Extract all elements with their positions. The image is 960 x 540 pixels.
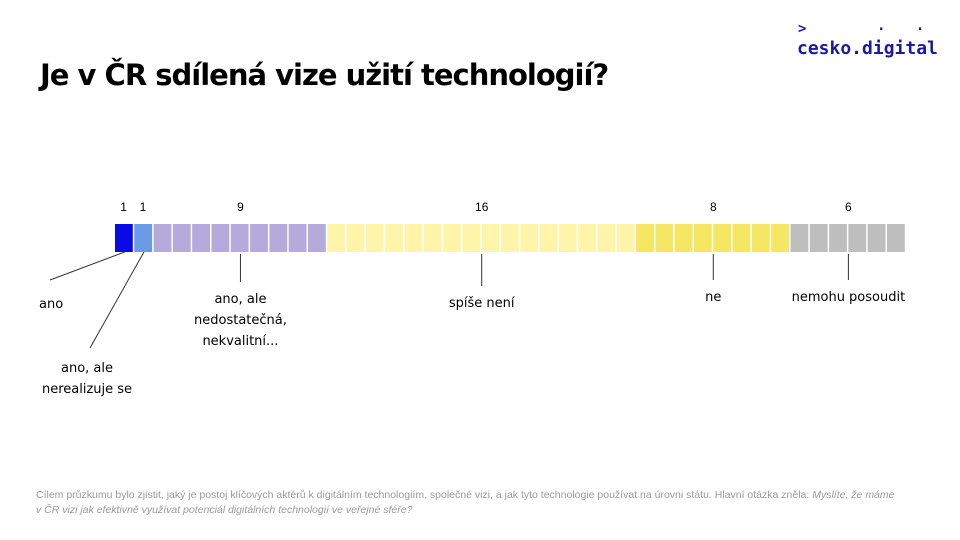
count-label-5: 6	[845, 200, 852, 214]
unit-cell-3-0	[327, 224, 346, 252]
logo-dots: . .	[877, 18, 936, 34]
unit-cell-4-1	[655, 224, 674, 252]
unit-cell-3-15	[616, 224, 635, 252]
unit-cell-3-13	[578, 224, 596, 252]
unit-cell-4-7	[771, 224, 789, 252]
category-label-line: ano, ale	[214, 292, 266, 307]
unit-cell-2-1	[172, 224, 191, 252]
unit-cell-2-8	[308, 224, 326, 252]
category-label-line: nemohu posoudit	[792, 290, 906, 305]
leader-line-1	[89, 251, 145, 349]
unit-cell-2-5	[250, 224, 268, 252]
count-label-4: 8	[710, 200, 717, 214]
unit-cell-3-8	[481, 224, 500, 252]
category-label-line: nerealizuje se	[42, 382, 132, 397]
unit-cell-3-6	[443, 224, 461, 252]
category-label-line: ne	[705, 290, 721, 305]
unit-cell-0-0	[115, 224, 133, 252]
count-label-0: 1	[120, 200, 127, 214]
footnote-question: Myslíte, že máme v ČR vizi jak efektivně…	[36, 489, 895, 516]
unit-cell-2-6	[269, 224, 288, 252]
unit-cell-2-2	[192, 224, 210, 252]
unit-cell-3-3	[385, 224, 403, 252]
logo-chevron: >	[798, 21, 807, 37]
unit-cell-4-5	[732, 224, 751, 252]
unit-cell-5-4	[867, 224, 886, 252]
unit-cell-5-1	[809, 224, 828, 252]
unit-cell-5-3	[848, 224, 867, 252]
unit-cell-2-0	[153, 224, 172, 252]
unit-cell-2-7	[288, 224, 307, 252]
unit-bar-chart: 1 ano 1 ano, ale nerealizuje se 9 ano, ale nedo…	[39, 200, 906, 397]
unit-cell-2-4	[230, 224, 249, 252]
logo-text: cesko.digital	[797, 38, 938, 59]
unit-cell-5-0	[790, 224, 809, 252]
category-label-3: spíše není	[449, 296, 515, 311]
unit-cell-4-0	[636, 224, 654, 252]
category-label-5: nemohu posoudit	[792, 290, 906, 305]
unit-cell-5-5	[887, 224, 905, 252]
count-label-2: 9	[237, 200, 244, 214]
unit-cell-2-3	[211, 224, 230, 252]
unit-cell-3-4	[404, 224, 423, 252]
count-label-1: 1	[140, 200, 147, 214]
unit-cell-5-2	[829, 224, 847, 252]
unit-cell-3-2	[365, 224, 384, 252]
unit-cell-3-1	[346, 224, 365, 252]
footnote-text: Cílem průzkumu bylo zjistit, jaký je pos…	[36, 489, 813, 501]
unit-cell-3-11	[539, 224, 558, 252]
unit-cell-3-14	[597, 224, 616, 252]
count-label-3: 16	[475, 200, 489, 214]
unit-cell-1-0	[134, 224, 153, 252]
page-title: Je v ČR sdílená vize užití technologií?	[40, 58, 609, 92]
category-label-line: nedostatečná,	[194, 313, 287, 328]
category-label-2: ano, ale nedostatečná, nekvalitní...	[194, 292, 287, 349]
unit-cell-3-10	[520, 224, 539, 252]
unit-cell-3-5	[423, 224, 442, 252]
category-label-line: ano, ale	[61, 361, 113, 376]
unit-cell-4-3	[694, 224, 712, 252]
leader-line-0	[49, 251, 125, 281]
category-label-line: spíše není	[449, 296, 515, 311]
unit-cell-4-2	[674, 224, 693, 252]
category-label-1: ano, ale nerealizuje se	[42, 361, 132, 397]
category-label-0: ano	[39, 297, 63, 312]
category-label-line: ano	[39, 297, 63, 312]
unit-cell-3-7	[462, 224, 481, 252]
unit-cell-3-12	[558, 224, 577, 252]
logo: > . . cesko.digital	[797, 18, 947, 64]
category-label-4: ne	[705, 290, 721, 305]
unit-cell-4-4	[713, 224, 732, 252]
unit-cell-3-9	[501, 224, 519, 252]
unit-cell-4-6	[751, 224, 770, 252]
category-label-line: nekvalitní...	[202, 334, 278, 349]
footnote: Cílem průzkumu bylo zjistit, jaký je pos…	[36, 488, 896, 518]
